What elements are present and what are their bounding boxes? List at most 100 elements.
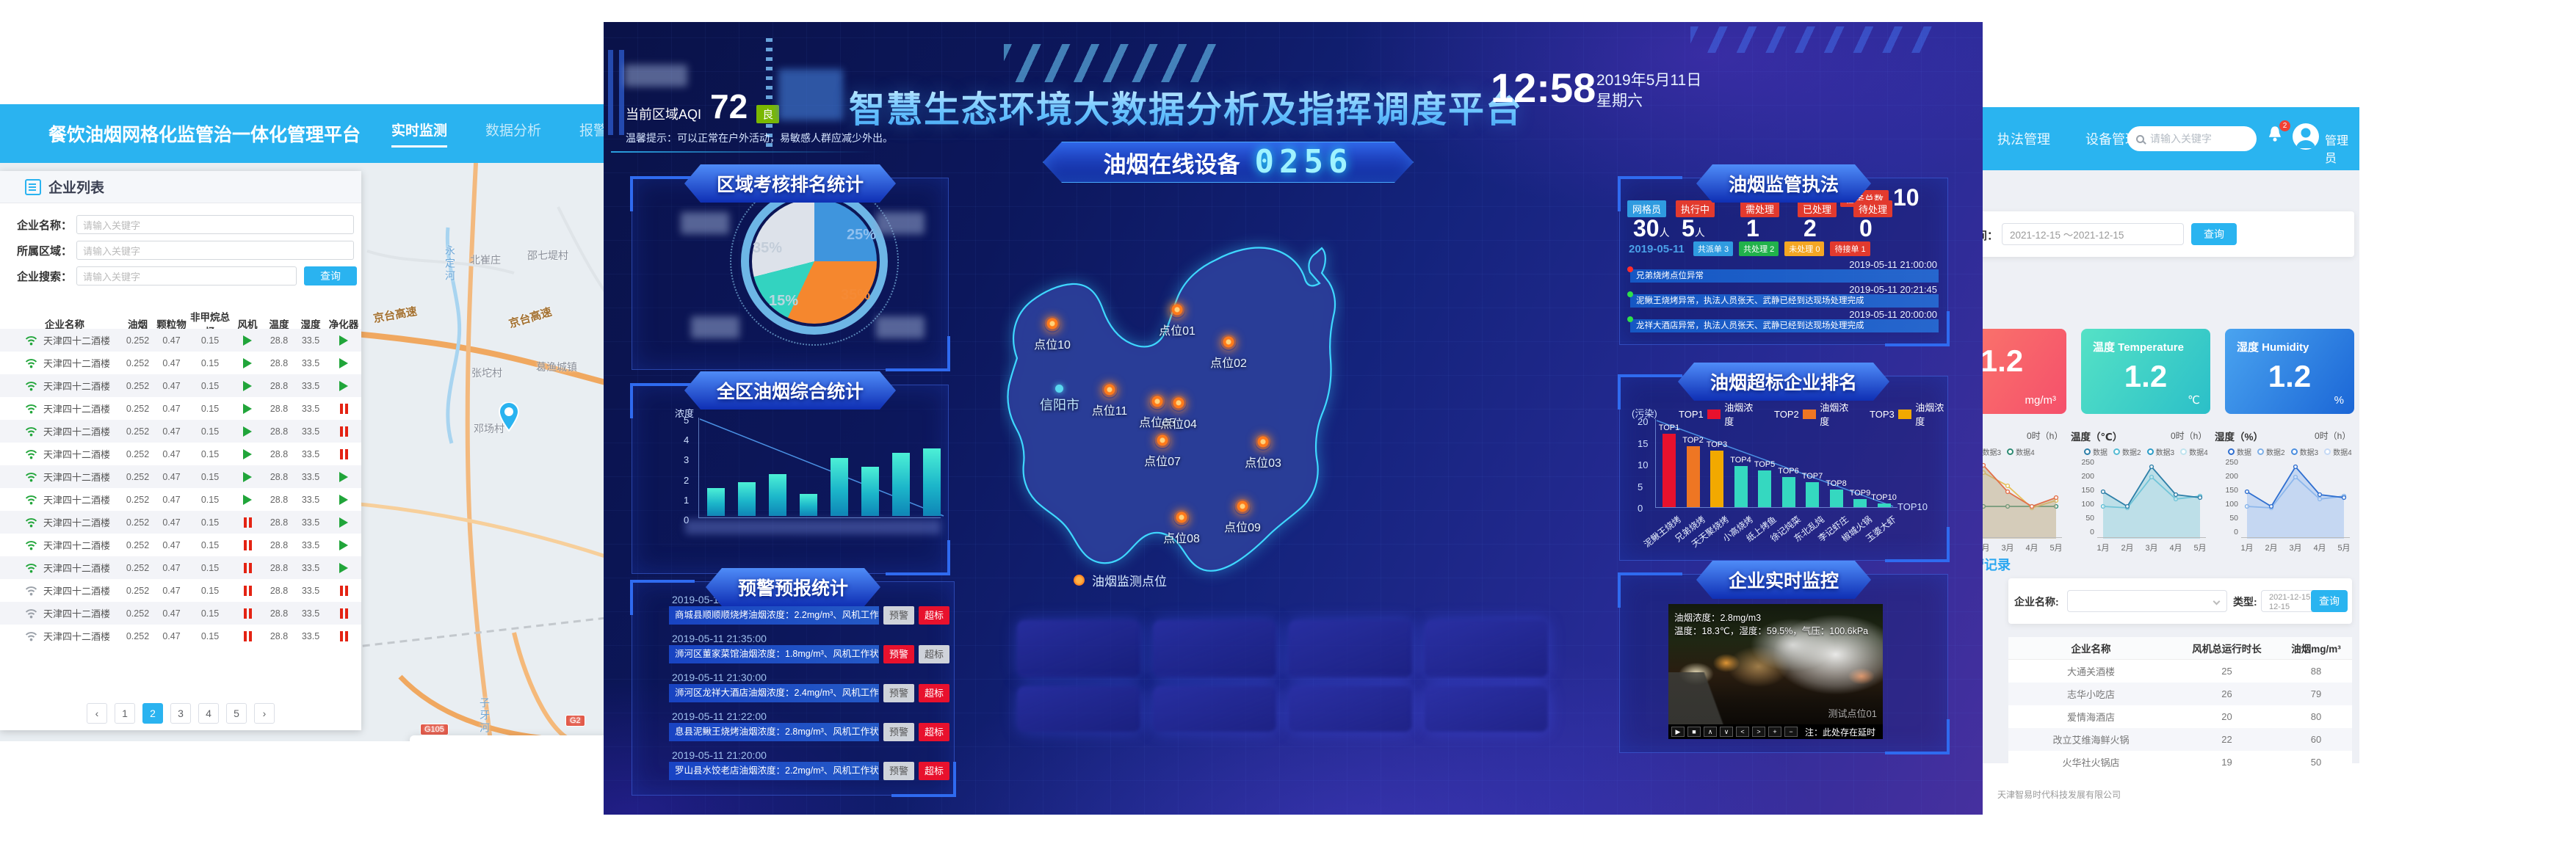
purifier-status-icon xyxy=(326,403,361,414)
redacted-panel xyxy=(1017,620,1140,677)
table-row[interactable]: 天津四十二酒楼 0.252 0.47 0.15 28.8 33.5 xyxy=(0,329,361,352)
purifier-status-icon xyxy=(326,471,361,482)
video-button[interactable]: ▶ xyxy=(1671,727,1685,737)
rank-top-label: TOP10 xyxy=(1871,493,1897,503)
monitor-point-点位01[interactable] xyxy=(1169,302,1185,319)
panel-live-monitor-title: 企业实时监控 xyxy=(1696,561,1871,599)
page-4[interactable]: 4 xyxy=(198,703,219,724)
table-row[interactable]: 天津四十二酒楼 0.252 0.47 0.15 28.8 33.5 xyxy=(0,374,361,397)
monitor-point-点位08[interactable] xyxy=(1173,510,1190,526)
table-row[interactable]: 天津四十二酒楼 0.252 0.47 0.15 28.8 33.5 xyxy=(0,625,361,647)
record-cell: 50 xyxy=(2310,757,2322,768)
monitor-point-label: 点位09 xyxy=(1224,522,1261,534)
live-video-frame[interactable]: 油烟浓度：2.8mg/m3 温度：18.3℃，湿度：59.5%，气压：100.6… xyxy=(1668,604,1883,724)
fan-status-icon xyxy=(232,562,263,573)
left-nav-数据分析[interactable]: 数据分析 xyxy=(485,123,542,139)
table-row[interactable]: 天津四十二酒楼 0.252 0.47 0.15 28.8 33.5 xyxy=(0,556,361,579)
table-row[interactable]: 天津四十二酒楼 0.252 0.47 0.15 28.8 33.5 xyxy=(0,602,361,625)
law-stat-value: 30人 xyxy=(1633,215,1670,241)
field-input[interactable]: 请输入关键字 xyxy=(76,266,297,285)
table-row[interactable]: 天津四十二酒楼 0.252 0.47 0.15 28.8 33.5 xyxy=(0,488,361,511)
right-app-header: 执法管理设备管理用户管理 请输入关键字 2 管理员 xyxy=(1924,107,2403,170)
warn-badge[interactable]: 预警 xyxy=(883,606,914,625)
right-nav-设备管理[interactable]: 设备管理 xyxy=(2085,132,2138,147)
date-query-button[interactable]: 查询 xyxy=(2191,223,2237,245)
mini-line-chart[interactable] xyxy=(2241,459,2350,539)
form-row: 所属区域： 请输入关键字 xyxy=(0,241,361,260)
enterprise-select[interactable] xyxy=(2067,590,2227,612)
search-button[interactable]: 查询 xyxy=(304,266,357,285)
mini-line-chart[interactable] xyxy=(2097,459,2206,539)
mini-legend-item: 数据2 xyxy=(2257,446,2285,457)
over-badge[interactable]: 超标 xyxy=(919,684,949,702)
over-badge[interactable]: 超标 xyxy=(919,606,949,625)
mini-line-chart[interactable] xyxy=(1953,459,2062,539)
monitor-point-点位10[interactable] xyxy=(1044,316,1060,332)
table-row[interactable]: 天津四十二酒楼 0.252 0.47 0.15 28.8 33.5 xyxy=(0,352,361,374)
decor-dots-column xyxy=(766,38,773,148)
warn-badge[interactable]: 预警 xyxy=(883,762,914,780)
search-placeholder: 请输入关键字 xyxy=(2150,133,2212,145)
table-row[interactable]: 天津四十二酒楼 0.252 0.47 0.15 28.8 33.5 xyxy=(0,465,361,488)
user-name[interactable]: 管理员 xyxy=(2325,135,2349,165)
right-nav-执法管理[interactable]: 执法管理 xyxy=(1997,132,2050,147)
page-1[interactable]: 1 xyxy=(115,703,135,724)
page-2[interactable]: 2 xyxy=(142,703,163,724)
mini-legend-item: 数据4 xyxy=(2180,446,2208,457)
monitor-point-点位05[interactable] xyxy=(1149,394,1165,410)
warn-badge[interactable]: 预警 xyxy=(883,645,914,663)
mini-x-axis xyxy=(1953,537,2062,538)
video-button[interactable]: ∧ xyxy=(1704,727,1717,737)
table-row[interactable]: 天津四十二酒楼 0.252 0.47 0.15 28.8 33.5 xyxy=(0,420,361,443)
over-badge[interactable]: 超标 xyxy=(919,723,949,741)
record-row[interactable]: 大通关酒楼 25 88 xyxy=(2008,660,2352,683)
notification-bell[interactable]: 2 xyxy=(2265,120,2290,150)
table-row[interactable]: 天津四十二酒楼 0.252 0.47 0.15 28.8 33.5 xyxy=(0,579,361,602)
record-row[interactable]: 志华小吃店 26 79 xyxy=(2008,683,2352,705)
left-nav-实时监测[interactable]: 实时监测 xyxy=(391,120,448,148)
monitor-point-点位09[interactable] xyxy=(1234,499,1251,515)
page-5[interactable]: 5 xyxy=(226,703,247,724)
over-badge[interactable]: 超标 xyxy=(919,645,949,663)
home-icon[interactable] xyxy=(2381,126,2403,148)
map-marker-pin[interactable] xyxy=(496,402,521,432)
map-label-G2: G2 xyxy=(565,715,585,727)
purifier-status-icon xyxy=(326,608,361,619)
field-input[interactable]: 请输入关键字 xyxy=(76,241,354,260)
pagination: ‹ 1 2 3 4 5 › xyxy=(0,703,361,724)
page-3[interactable]: 3 xyxy=(170,703,191,724)
video-button[interactable]: ∨ xyxy=(1720,727,1733,737)
table-row[interactable]: 天津四十二酒楼 0.252 0.47 0.15 28.8 33.5 xyxy=(0,443,361,465)
video-button[interactable]: − xyxy=(1784,727,1798,737)
video-button[interactable]: + xyxy=(1768,727,1781,737)
mini-x-tick: 3月 xyxy=(2145,544,2158,553)
field-input[interactable]: 请输入关键字 xyxy=(76,215,354,234)
date-range-input[interactable]: 2021-12-15 ～2021-12-15 xyxy=(2002,223,2184,245)
warn-badge[interactable]: 预警 xyxy=(883,723,914,741)
monitor-point-点位02[interactable] xyxy=(1220,335,1237,351)
video-button[interactable]: ■ xyxy=(1687,727,1701,737)
monitor-point-点位11[interactable] xyxy=(1101,382,1118,399)
record-query-button[interactable]: 查询 xyxy=(2311,590,2348,612)
pie-slice-label: 35% xyxy=(841,287,871,303)
monitor-point-点位07[interactable] xyxy=(1154,433,1171,449)
over-badge[interactable]: 超标 xyxy=(919,762,949,780)
rank-bar-TOP9 xyxy=(1853,499,1867,507)
monitor-point-点位04[interactable] xyxy=(1171,396,1187,412)
table-row[interactable]: 天津四十二酒楼 0.252 0.47 0.15 28.8 33.5 xyxy=(0,534,361,556)
chevron-down-icon[interactable] xyxy=(2363,131,2372,139)
table-row[interactable]: 天津四十二酒楼 0.252 0.47 0.15 28.8 33.5 xyxy=(0,397,361,420)
page-next[interactable]: › xyxy=(254,703,275,724)
video-button[interactable]: < xyxy=(1736,727,1749,737)
warn-badge[interactable]: 预警 xyxy=(883,684,914,702)
record-row[interactable]: 爱情海酒店 20 80 xyxy=(2008,705,2352,728)
avatar[interactable] xyxy=(2293,123,2319,150)
monitor-point-点位03[interactable] xyxy=(1255,434,1271,451)
record-row[interactable]: 火华社火锅店 19 50 xyxy=(2008,751,2352,774)
video-button[interactable]: > xyxy=(1752,727,1765,737)
page-prev[interactable]: ‹ xyxy=(87,703,107,724)
xinyang-region-map[interactable] xyxy=(1000,228,1345,587)
record-row[interactable]: 改立艾维海鲜火锅 22 60 xyxy=(2008,728,2352,751)
table-row[interactable]: 天津四十二酒楼 0.252 0.47 0.15 28.8 33.5 xyxy=(0,511,361,534)
search-input[interactable]: 请输入关键字 xyxy=(2127,126,2257,151)
